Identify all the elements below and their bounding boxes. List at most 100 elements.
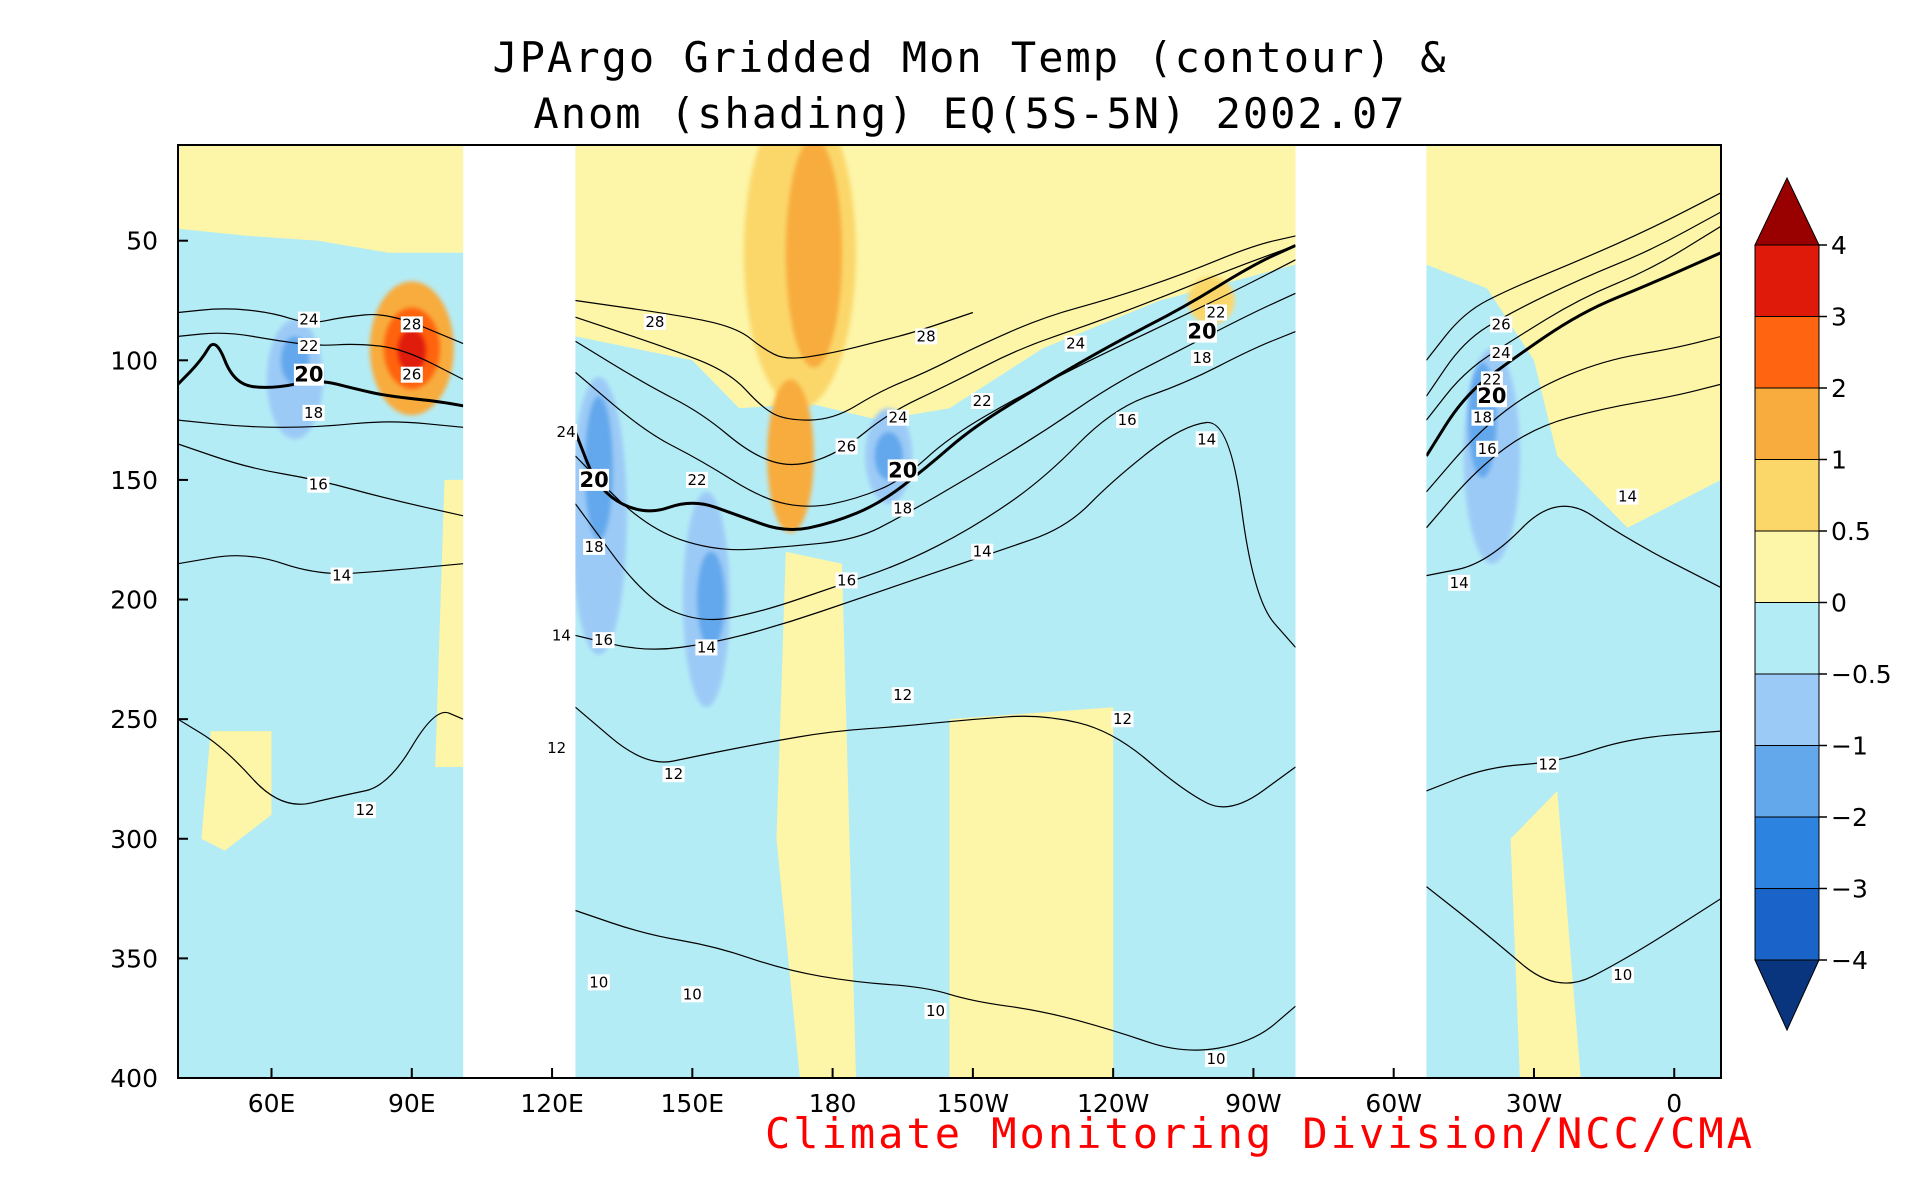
contour-label-text: 18: [1473, 409, 1492, 427]
contour-label-bg: [400, 316, 423, 333]
land-gap-0: [463, 145, 576, 1078]
contour-label-12: 12: [545, 739, 568, 757]
y-tick-label: 250: [110, 705, 158, 734]
contour-label-bg: [1187, 320, 1217, 343]
contour-label-16: 16: [1116, 411, 1139, 429]
contour-label-text: 14: [332, 567, 351, 585]
contour-label-bg: [354, 802, 376, 819]
contour-line-24: [178, 308, 464, 345]
colorbar-segment: [1754, 745, 1820, 818]
contour-label-text: 26: [1492, 315, 1511, 333]
contour-label-20: 20: [1476, 384, 1507, 408]
contour-label-text: 12: [1538, 756, 1557, 774]
contour-line-12: [178, 711, 464, 805]
contour-label-bg: [686, 471, 708, 488]
contour-label-24: 24: [297, 311, 320, 329]
contour-label-text: 26: [402, 366, 421, 384]
colorbar: 4 3 2 1 0.5 0 −0.5 −1 −2 −3 −4: [1754, 176, 1892, 1032]
plot-frame: [177, 144, 1722, 1079]
y-tick-label: 300: [110, 825, 158, 854]
x-tick-label: 90E: [388, 1089, 436, 1118]
contour-label-16: 16: [307, 476, 330, 494]
contour-label-16: 16: [1476, 440, 1499, 458]
contour-label-text: 24: [889, 409, 908, 427]
contour-label-14: 14: [695, 638, 718, 656]
contour-label-bg: [971, 393, 994, 409]
contour-label-text: 12: [547, 739, 566, 757]
contour-label-22: 22: [686, 471, 708, 489]
contour-line-18: [574, 292, 1296, 551]
contour-label-bg: [835, 438, 858, 455]
contour-line-18: [1425, 335, 1721, 493]
contour-label-bg: [915, 328, 938, 345]
contour-label-text: 10: [1206, 1050, 1225, 1068]
contour-label-bg: [681, 986, 704, 1003]
colorbar-segment: [1754, 244, 1820, 317]
colorbar-segment: [1754, 530, 1820, 603]
contour-line-16: [1425, 383, 1721, 529]
contour-label-28: 28: [400, 315, 423, 333]
contour-label-20: 20: [887, 458, 918, 482]
contour-label-bg: [555, 424, 578, 441]
y-tick-label: 100: [110, 346, 158, 375]
contour-label-text: 20: [579, 468, 608, 492]
warm-region-3: [776, 551, 856, 1078]
contour-label-text: 28: [402, 315, 421, 333]
x-tick-label: 30W: [1506, 1089, 1563, 1118]
contour-label-14: 14: [971, 543, 994, 561]
contour-label-bg: [924, 1003, 947, 1019]
y-tick-label: 200: [110, 586, 158, 615]
contour-line-10: [575, 909, 1296, 1051]
anomaly-shading: [178, 145, 1721, 1078]
contour-label-bg: [1111, 711, 1134, 728]
colorbar-segment: [1754, 673, 1820, 746]
contour-label-20: 20: [579, 468, 610, 492]
contour-label-24: 24: [1064, 335, 1087, 353]
x-axis: 60E 90E 120E 150E 180 150W 120W 90W 60W 30W 0: [248, 1068, 1682, 1118]
contour-label-bg: [1476, 440, 1499, 457]
contour-label-10: 10: [587, 973, 610, 991]
contour-label-text: 26: [837, 437, 856, 455]
contour-label-bg: [1490, 316, 1513, 333]
contour-label-14: 14: [330, 567, 353, 585]
contour-label-text: 28: [645, 313, 664, 331]
contour-label-28: 28: [643, 313, 666, 331]
contour-label-text: 14: [973, 543, 992, 561]
land-gap-1: [1295, 145, 1427, 1078]
contour-labels: 2826242220181614122828242018221614141212…: [293, 304, 1639, 1068]
contour-label-12: 12: [354, 801, 376, 819]
contour-label-16: 16: [592, 631, 615, 649]
contour-label-text: 20: [1477, 384, 1506, 408]
colorbar-segment: [1754, 459, 1820, 532]
contour-label-bg: [1490, 345, 1513, 362]
colorbar-label: 1: [1831, 446, 1847, 475]
contour-line-26: [1425, 192, 1721, 361]
warm-region-5: [1510, 790, 1581, 1078]
warm-region-4: [949, 707, 1114, 1078]
contour-label-12: 12: [1537, 756, 1559, 774]
colorbar-segment: [1754, 602, 1820, 675]
contour-label-bg: [643, 314, 666, 330]
contour-label-bg: [1537, 756, 1559, 773]
contour-label-12: 12: [1111, 710, 1134, 728]
contour-label-10: 10: [924, 1002, 947, 1020]
contour-label-10: 10: [681, 985, 704, 1003]
contour-label-10: 10: [1205, 1050, 1227, 1068]
y-tick-label: 400: [110, 1064, 158, 1093]
colorbar-segment: [1754, 316, 1820, 389]
contour-label-bg: [293, 363, 324, 386]
credit-text: Climate Monitoring Division/NCC/CMA: [765, 1109, 1755, 1158]
contour-label-bg: [835, 572, 858, 589]
contour-label-20: 20: [1187, 320, 1217, 344]
contour-label-text: 18: [893, 500, 912, 518]
colorbar-label: −2: [1831, 803, 1868, 832]
contour-line-14: [178, 555, 464, 575]
contour-label-bg: [891, 500, 914, 517]
contour-label-bg: [302, 404, 325, 421]
colorbar-segment: [1754, 816, 1820, 889]
contour-label-16: 16: [835, 571, 858, 589]
contour-label-bg: [1064, 335, 1087, 352]
contour-label-bg: [1616, 488, 1639, 505]
contour-label-text: 12: [664, 765, 683, 783]
colorbar-label: −0.5: [1831, 660, 1892, 689]
